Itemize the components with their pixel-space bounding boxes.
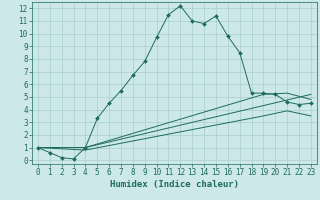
X-axis label: Humidex (Indice chaleur): Humidex (Indice chaleur) (110, 180, 239, 189)
